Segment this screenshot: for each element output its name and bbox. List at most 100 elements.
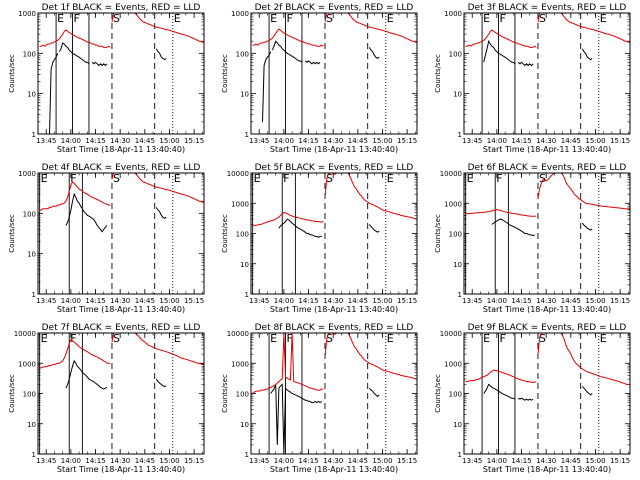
events-series-line xyxy=(581,222,593,231)
marker-label: S xyxy=(539,12,546,25)
y-tick-label: 1 xyxy=(245,291,249,299)
marker-label: E xyxy=(174,172,181,185)
y-tick-label: 10 xyxy=(27,421,36,429)
marker-label: F xyxy=(70,172,76,185)
y-axis-label: Counts/sec xyxy=(8,54,16,93)
x-tick-label: 14:30 xyxy=(536,137,556,145)
x-tick-label: 15:15 xyxy=(610,457,630,465)
y-tick-label: 10000 xyxy=(440,170,462,178)
x-tick-label: 15:00 xyxy=(585,297,605,305)
x-tick-label: 14:00 xyxy=(274,137,294,145)
marker-label: E xyxy=(483,12,490,25)
marker-label: E xyxy=(270,12,277,25)
panel-det-3: Det 3f BLACK = Events, RED = LLD Counts/s… xyxy=(434,3,631,154)
events-series-line xyxy=(278,218,322,238)
marker-label: S xyxy=(113,332,120,345)
panel-det-9: Det 9f BLACK = Events, RED = LLD Counts/s… xyxy=(434,323,631,474)
x-tick-label: 14:15 xyxy=(85,137,105,145)
y-tick-label: 100 xyxy=(449,391,462,399)
x-axis-label: Start Time (18-Apr-11 13:40:40) xyxy=(57,305,185,314)
y-tick-label: 10 xyxy=(453,91,462,99)
x-tick-label: 15:00 xyxy=(585,137,605,145)
x-tick-label: 14:45 xyxy=(135,297,155,305)
y-tick-label: 100 xyxy=(236,50,249,58)
x-tick-label: 15:15 xyxy=(184,457,204,465)
x-tick-label: 14:15 xyxy=(511,457,531,465)
marker-label: E xyxy=(483,332,490,345)
y-axis-label: Counts/sec xyxy=(221,54,229,93)
events-series-line xyxy=(155,207,167,220)
y-tick-label: 1000 xyxy=(18,360,36,368)
x-tick-label: 14:00 xyxy=(274,457,294,465)
panel-title: Det 9f BLACK = Events, RED = LLD xyxy=(468,323,627,333)
x-axis-label: Start Time (18-Apr-11 13:40:40) xyxy=(57,145,185,154)
y-tick-label: 10 xyxy=(240,91,249,99)
events-series-line xyxy=(483,383,516,400)
panel-det-5: Det 5f BLACK = Events, RED = LLD Counts/s… xyxy=(221,163,418,314)
x-tick-label: 15:15 xyxy=(397,137,417,145)
x-tick-label: 14:30 xyxy=(110,457,130,465)
marker-label: E xyxy=(600,172,607,185)
x-tick-label: 15:15 xyxy=(184,297,204,305)
panel-det-8: Det 8f BLACK = Events, RED = LLD Counts/s… xyxy=(221,323,418,474)
y-tick-label: 1 xyxy=(458,131,462,139)
x-tick-label: 13:45 xyxy=(462,457,482,465)
lld-series-line xyxy=(465,369,537,384)
events-series-line xyxy=(270,383,322,455)
plot-frame xyxy=(37,12,205,135)
y-tick-label: 10000 xyxy=(227,330,249,338)
events-series-line xyxy=(49,53,59,135)
x-tick-label: 15:15 xyxy=(397,297,417,305)
x-tick-label: 15:00 xyxy=(585,457,605,465)
marker-label: S xyxy=(113,12,120,25)
events-series-line xyxy=(58,42,90,65)
marker-label: S xyxy=(539,332,546,345)
events-series-line xyxy=(155,48,167,61)
plot-frame xyxy=(463,332,631,455)
y-tick-label: 10 xyxy=(240,261,249,269)
marker-label: E xyxy=(387,172,394,185)
x-tick-label: 15:00 xyxy=(159,297,179,305)
x-tick-label: 14:45 xyxy=(561,137,581,145)
marker-label: E xyxy=(174,332,181,345)
x-tick-label: 14:00 xyxy=(487,137,507,145)
marker-label: S xyxy=(326,332,333,345)
y-tick-label: 10 xyxy=(27,91,36,99)
events-series-line xyxy=(517,397,534,401)
marker-label: E xyxy=(387,332,394,345)
events-series-line xyxy=(491,218,535,237)
y-axis-label: Counts/sec xyxy=(221,374,229,413)
x-tick-label: 14:30 xyxy=(323,297,343,305)
lld-series-line xyxy=(252,28,324,47)
x-tick-label: 14:15 xyxy=(85,457,105,465)
lld-series-line xyxy=(39,338,111,369)
y-tick-label: 1 xyxy=(458,451,462,459)
x-tick-label: 14:45 xyxy=(348,137,368,145)
marker-label: E xyxy=(600,12,607,25)
marker-label: F xyxy=(287,12,293,25)
lld-series-line xyxy=(252,332,324,393)
x-tick-label: 13:45 xyxy=(36,137,56,145)
panel-title: Det 3f BLACK = Events, RED = LLD xyxy=(468,3,627,13)
panel-det-4: Det 4f BLACK = Events, RED = LLD Counts/s… xyxy=(8,163,205,314)
marker-label: S xyxy=(326,12,333,25)
y-tick-label: 100 xyxy=(236,391,249,399)
lld-series-line xyxy=(134,12,204,43)
marker-label: E xyxy=(387,12,394,25)
lld-series-line xyxy=(347,12,417,43)
marker-label: F xyxy=(496,172,502,185)
y-tick-label: 1000 xyxy=(231,200,249,208)
x-tick-label: 15:15 xyxy=(397,457,417,465)
lld-series-line xyxy=(134,172,204,203)
events-series-line xyxy=(483,39,516,65)
x-tick-label: 14:00 xyxy=(274,297,294,305)
x-tick-label: 13:45 xyxy=(36,457,56,465)
x-axis-label: Start Time (18-Apr-11 13:40:40) xyxy=(483,465,611,474)
y-tick-label: 1 xyxy=(458,291,462,299)
x-tick-label: 14:00 xyxy=(61,457,81,465)
y-tick-label: 1 xyxy=(32,131,36,139)
y-tick-label: 10000 xyxy=(440,330,462,338)
plot-frame xyxy=(463,12,631,135)
marker-label: F xyxy=(500,332,506,345)
